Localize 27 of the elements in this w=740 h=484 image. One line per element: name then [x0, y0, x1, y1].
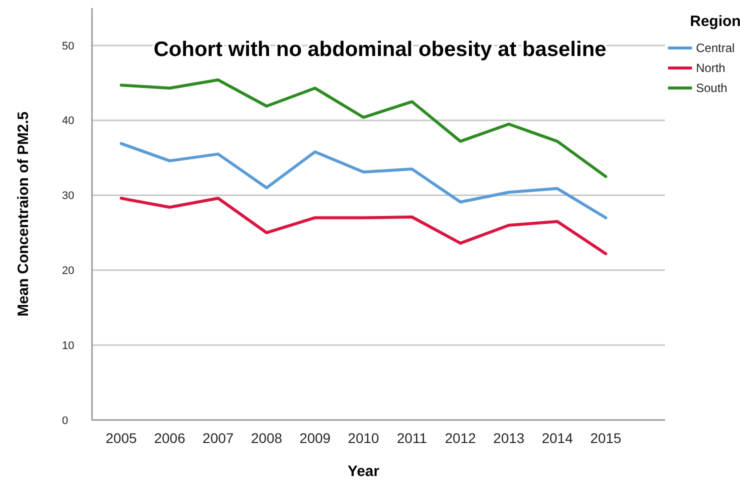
x-tick-label: 2007: [202, 430, 234, 446]
legend-label: Central: [696, 41, 735, 56]
x-tick-label: 2011: [396, 430, 428, 446]
legend-label: South: [696, 81, 728, 96]
y-tick-label: 20: [62, 265, 74, 278]
legend-label: North: [696, 61, 726, 76]
y-tick-label: 0: [62, 414, 68, 427]
x-axis-title: Year: [348, 463, 380, 480]
x-tick-label: 2015: [590, 430, 622, 446]
y-tick-label: 30: [62, 190, 74, 202]
y-tick-label: 40: [62, 115, 74, 128]
line-series: [120, 142, 608, 220]
x-tick-label: 2005: [106, 430, 138, 446]
y-tick-label: 50: [62, 40, 74, 52]
line-series: [120, 78, 608, 178]
text: Cohort with no abdominal obesity at baseline: [154, 38, 606, 61]
legend-title: Region: [690, 13, 740, 30]
line-series: [120, 196, 608, 256]
y-axis-title: Mean Concentraion of PM2.5: [15, 111, 32, 317]
x-tick-label: 2014: [542, 430, 574, 446]
x-tick-label: 2013: [493, 430, 525, 446]
y-tick-label: 10: [62, 340, 74, 352]
x-tick-label: 2009: [299, 430, 331, 446]
x-tick-label: 2010: [348, 430, 380, 446]
x-tick-label: 2008: [251, 430, 282, 446]
x-tick-label: 2012: [444, 430, 476, 446]
x-tick-label: 2006: [154, 430, 186, 446]
